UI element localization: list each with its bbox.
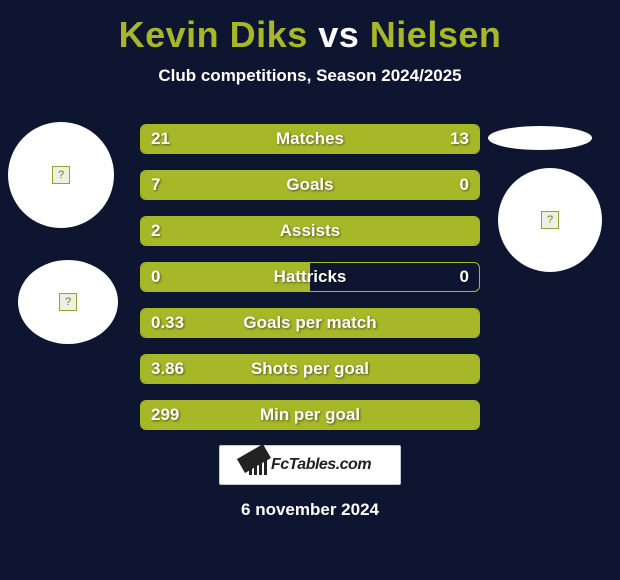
stat-row: 299Min per goal — [140, 400, 480, 430]
vs-label: vs — [318, 14, 359, 55]
stat-label: Matches — [141, 125, 479, 153]
stats-bars: 2113Matches 70Goals 2Assists 00Hattricks 0.3… — [140, 124, 480, 446]
stat-label: Assists — [141, 217, 479, 245]
broken-image-icon: ? — [59, 293, 77, 311]
date-label: 6 november 2024 — [0, 500, 620, 520]
stat-row: 70Goals — [140, 170, 480, 200]
decoration-ellipse — [488, 126, 592, 150]
decoration-circle: ? — [18, 260, 118, 344]
stat-label: Min per goal — [141, 401, 479, 429]
chart-icon — [249, 455, 267, 475]
stat-row: 00Hattricks — [140, 262, 480, 292]
stat-row: 2113Matches — [140, 124, 480, 154]
subtitle: Club competitions, Season 2024/2025 — [0, 66, 620, 86]
broken-image-icon: ? — [541, 211, 559, 229]
stat-label: Hattricks — [141, 263, 479, 291]
stat-row: 0.33Goals per match — [140, 308, 480, 338]
player2-name: Nielsen — [370, 14, 502, 55]
decoration-circle: ? — [8, 122, 114, 228]
comparison-title: Kevin Diks vs Nielsen — [0, 0, 620, 56]
brand-text: FcTables.com — [271, 456, 371, 474]
stat-row: 3.86Shots per goal — [140, 354, 480, 384]
decoration-circle: ? — [498, 168, 602, 272]
stat-label: Goals — [141, 171, 479, 199]
broken-image-icon: ? — [52, 166, 70, 184]
stat-label: Shots per goal — [141, 355, 479, 383]
stat-label: Goals per match — [141, 309, 479, 337]
player1-name: Kevin Diks — [119, 14, 308, 55]
stat-row: 2Assists — [140, 216, 480, 246]
fctables-logo: FcTables.com — [219, 445, 401, 485]
